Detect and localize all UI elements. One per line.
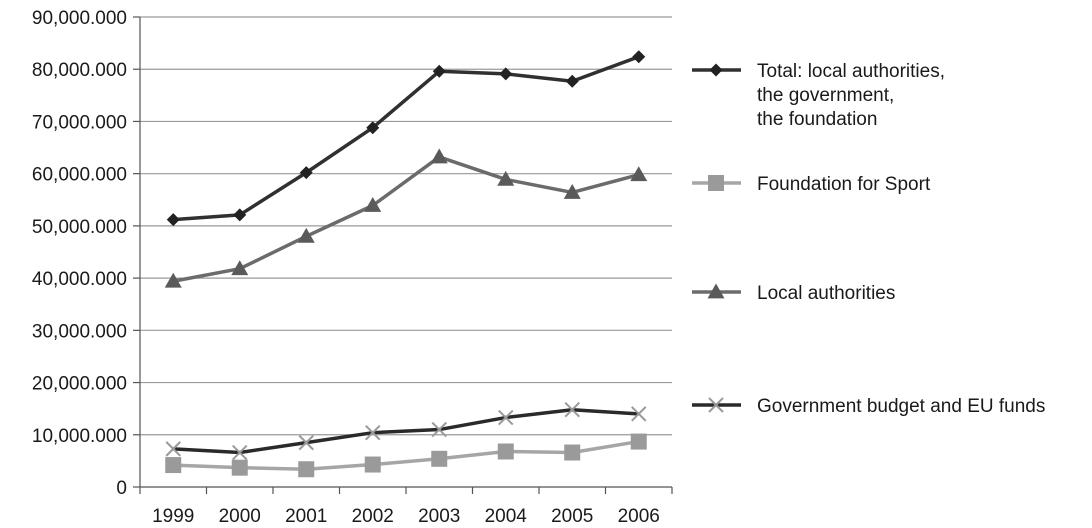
legend-item: Local authorities — [692, 283, 895, 304]
x-tick-label: 2005 — [551, 506, 593, 527]
data-point — [298, 434, 314, 451]
data-point — [231, 459, 248, 476]
series-line-3 — [173, 407, 639, 455]
data-point — [366, 121, 380, 135]
x-tick-label: 2004 — [485, 506, 528, 527]
data-point — [565, 74, 579, 88]
data-point — [432, 64, 446, 78]
y-tick-label: 90,000.000 — [32, 8, 127, 29]
data-point — [165, 457, 182, 474]
y-tick-label: 10,000.000 — [32, 426, 127, 447]
data-point — [232, 444, 248, 461]
legend: Total: local authorities, the government,… — [692, 61, 1045, 417]
series-markers — [164, 50, 648, 478]
data-point — [365, 424, 381, 441]
legend-label: Foundation for Sport — [757, 174, 931, 195]
legend-label: the foundation — [757, 109, 877, 130]
data-point — [630, 166, 648, 182]
legend-marker — [708, 397, 724, 413]
y-tick-label: 30,000.000 — [32, 321, 127, 342]
data-point — [564, 402, 580, 418]
data-point — [497, 443, 514, 460]
data-point — [431, 450, 448, 467]
data-point — [497, 170, 515, 186]
legend-item: Total: local authorities, the government,… — [692, 61, 945, 130]
data-point — [364, 456, 381, 473]
x-tick-label: 2006 — [618, 506, 660, 527]
y-tick-label: 50,000.000 — [32, 217, 127, 238]
legend-label: Local authorities — [757, 283, 895, 304]
x-tick-label: 2003 — [418, 506, 460, 527]
data-point — [631, 406, 647, 422]
legend-label: Government budget and EU funds — [757, 396, 1045, 417]
data-point — [298, 461, 315, 478]
data-point — [297, 227, 315, 243]
data-point — [630, 433, 647, 450]
series-line-1 — [173, 439, 640, 471]
data-point — [166, 213, 180, 227]
legend-label: Total: local authorities, — [757, 61, 945, 82]
legend-item: Government budget and EU funds — [692, 396, 1045, 417]
data-point — [498, 409, 514, 426]
y-tick-label: 20,000.000 — [32, 374, 127, 395]
data-point — [233, 208, 247, 222]
data-point — [231, 260, 249, 276]
data-point — [164, 272, 182, 288]
x-tick-label: 1999 — [152, 506, 194, 527]
legend-marker — [708, 175, 724, 191]
gridlines — [140, 16, 672, 436]
data-point — [165, 441, 181, 457]
series-line-2 — [172, 155, 640, 283]
legend-item: Foundation for Sport — [692, 174, 931, 195]
x-tick-label: 2002 — [352, 506, 394, 527]
data-point — [430, 148, 448, 164]
series-line-0 — [173, 55, 640, 222]
x-tick-label: 2001 — [285, 506, 327, 527]
data-point — [364, 197, 382, 212]
data-point — [499, 67, 513, 81]
y-tick-label: 40,000.000 — [32, 269, 127, 290]
axes: 0 10,000.000 20,000.000 30,000.000 40,000.00… — [32, 8, 673, 527]
y-tick-label: 0 — [116, 478, 127, 499]
legend-label: the government, — [757, 85, 894, 106]
data-point — [299, 166, 313, 180]
legend-marker — [709, 63, 723, 77]
series-lines — [172, 55, 640, 471]
y-tick-label: 80,000.000 — [32, 60, 127, 81]
legend-marker — [707, 283, 725, 299]
data-point — [564, 444, 581, 461]
data-point — [632, 50, 646, 64]
data-point — [431, 421, 447, 438]
y-tick-label: 60,000.000 — [32, 165, 127, 186]
x-tick-label: 2000 — [219, 506, 261, 527]
data-point — [563, 183, 581, 199]
y-tick-label: 70,000.000 — [32, 112, 127, 133]
